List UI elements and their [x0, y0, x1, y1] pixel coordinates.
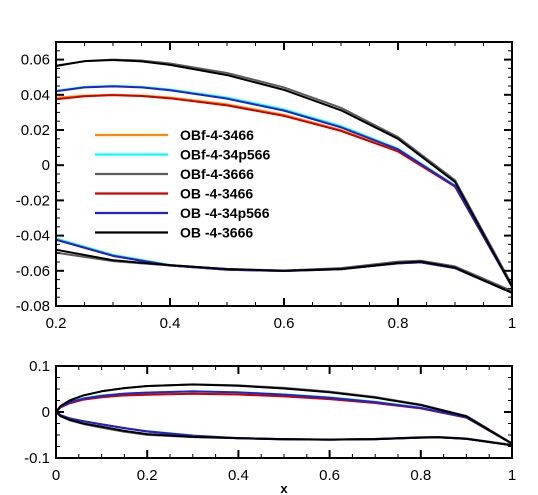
- y-tick-label: 0.1: [29, 358, 50, 375]
- axis-ticks: 0.2 0.4 0.6 0.8 1 0.06 0.04 0.02 0 -0.02 -0.04 -0.0…: [16, 41, 516, 332]
- y-tick-label: -0.02: [16, 192, 50, 209]
- series-line-ob-4-3666-upper: [56, 58, 512, 288]
- series-line-obf-4-3466-upper: [56, 392, 512, 445]
- legend: OBf-4-3466 OBf-4-34p566 OBf-4-3666 OB -4-34…: [95, 127, 270, 241]
- series-line-ob-4-34p566-upper: [56, 85, 512, 288]
- y-tick-label: 0.06: [21, 52, 50, 69]
- x-tick-label: 0.4: [228, 467, 249, 484]
- x-tick-label: 0.2: [46, 315, 67, 332]
- legend-label: OBf-4-3666: [180, 166, 254, 182]
- y-tick-label: -0.1: [24, 450, 50, 467]
- x-tick-label: 1: [508, 467, 516, 484]
- series-curves: [56, 58, 512, 294]
- x-axis-label: x: [280, 481, 288, 495]
- x-tick-label: 1: [508, 315, 516, 332]
- legend-label: OB -4-3466: [180, 186, 253, 202]
- x-tick-label: 0.8: [388, 315, 409, 332]
- y-tick-label: 0: [42, 157, 50, 174]
- x-tick-label: 0.4: [160, 315, 181, 332]
- x-tick-label: 0.6: [319, 467, 340, 484]
- x-tick-label: 0.8: [410, 467, 431, 484]
- series-line-ob-4-34p566-lower: [56, 411, 512, 447]
- legend-label: OB -4-3666: [180, 225, 253, 241]
- full-airfoil-panel: 0 0.2 0.4 0.6 0.8 10.10-0.1x: [24, 358, 516, 495]
- x-tick-label: 0: [52, 467, 60, 484]
- y-tick-label: 0: [42, 404, 50, 421]
- zoomed-airfoil-panel: 0.2 0.4 0.6 0.8 1 0.06 0.04 0.02 0 -0.02 -0.04 -0.0…: [16, 41, 516, 332]
- series-line-ob-4-34p566-upper: [56, 390, 512, 445]
- series-line-ob-4-3466-upper: [56, 94, 512, 288]
- series-line-obf-4-34p566-upper: [56, 390, 512, 445]
- x-tick-label: 0.2: [137, 467, 158, 484]
- y-tick-label: 0.02: [21, 122, 50, 139]
- y-tick-label: 0.04: [21, 87, 50, 104]
- legend-label: OBf-4-34p566: [180, 147, 270, 163]
- legend-label: OB -4-34p566: [180, 205, 270, 221]
- series-line-ob-4-3666-lower: [56, 411, 512, 447]
- axis-ticks: 0 0.2 0.4 0.6 0.8 10.10-0.1: [24, 358, 516, 484]
- series-curves: [56, 383, 512, 447]
- y-tick-label: -0.04: [16, 228, 50, 245]
- legend-label: OBf-4-3466: [180, 127, 254, 143]
- y-tick-label: -0.08: [16, 298, 50, 315]
- x-tick-label: 0.6: [274, 315, 295, 332]
- y-tick-label: -0.06: [16, 263, 50, 280]
- series-line-ob-4-3666-lower: [56, 248, 512, 294]
- series-line-ob-4-3666-upper: [56, 383, 512, 445]
